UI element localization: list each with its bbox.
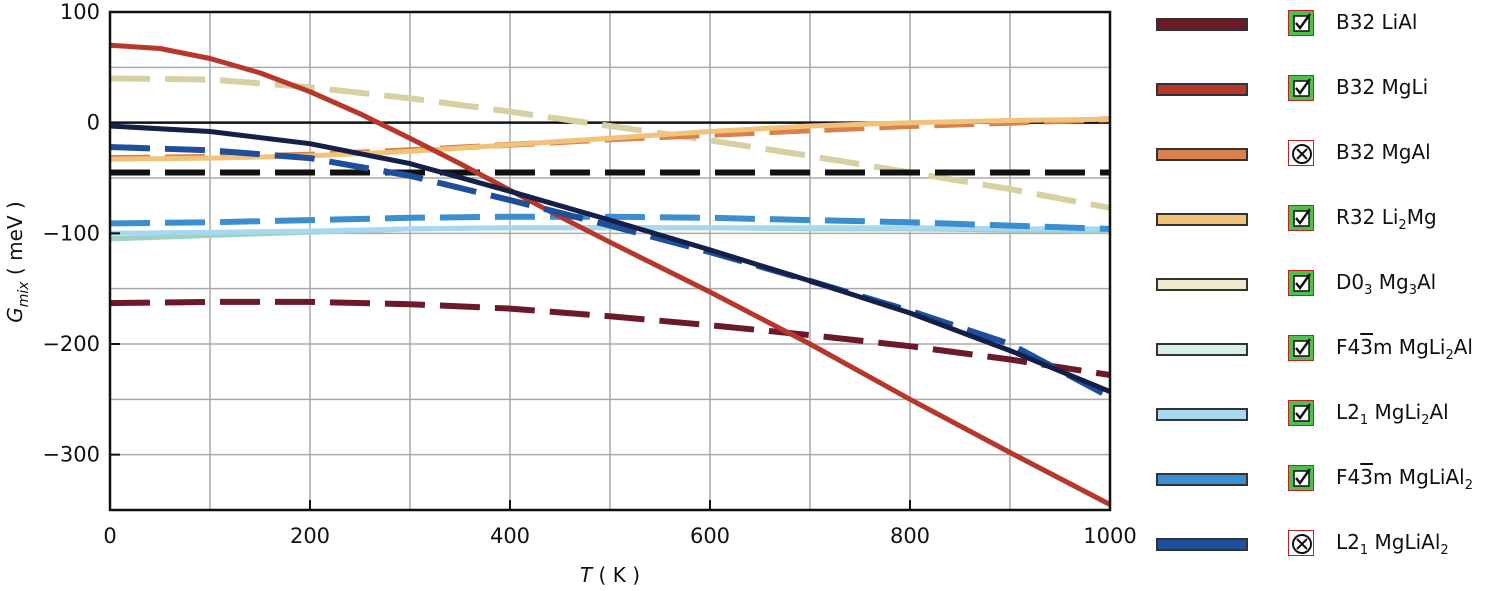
axis-ticks: 0 200 400 600 800 1000 −300 −200 −100 0 100: [42, 0, 1136, 548]
legend-swatch: [1156, 408, 1248, 421]
cross-circle-icon: [1288, 530, 1314, 556]
legend-swatch: [1156, 213, 1248, 226]
check-icon: [1288, 270, 1314, 296]
legend-item-f43m-mglial2: F43m MgLiAl2: [1150, 461, 1506, 501]
y-tick-label: −200: [42, 332, 100, 356]
legend-item-d03-mg3al: D03 Mg3Al: [1150, 266, 1506, 306]
series-b32-mgli: [109, 42, 1112, 507]
legend-label: L21 MgLiAl2: [1336, 530, 1449, 558]
legend-swatch: [1156, 278, 1248, 291]
series-d03-mg3al: [109, 75, 1111, 211]
legend-swatch: [1156, 83, 1248, 96]
legend-item-l21-mglial2: L21 MgLiAl2: [1150, 526, 1506, 566]
series-lines: [109, 42, 1112, 507]
legend-label: B32 LiAl: [1336, 10, 1418, 34]
x-tick-label: 600: [690, 524, 730, 548]
legend-label: B32 MgAl: [1336, 140, 1431, 164]
chart: 0 200 400 600 800 1000 −300 −200 −100 0 100 T ( K …: [3, 0, 1137, 587]
legend-item-b32-mgal: B32 MgAl: [1150, 136, 1506, 176]
legend-label: F43m MgLi2Al: [1336, 335, 1473, 363]
check-icon: [1288, 75, 1314, 101]
legend-item-b32-mgli: B32 MgLi: [1150, 71, 1506, 111]
legend: B32 LiAl B32 MgLi B32 MgAl R32 Li2Mg D03 Mg3…: [1150, 6, 1506, 586]
check-icon: [1288, 465, 1314, 491]
check-icon: [1288, 400, 1314, 426]
legend-label: L21 MgLi2Al: [1336, 400, 1449, 428]
legend-swatch: [1156, 148, 1248, 161]
x-tick-label: 400: [490, 524, 530, 548]
legend-label: B32 MgLi: [1336, 75, 1429, 99]
check-icon: [1288, 335, 1314, 361]
legend-label: F43m MgLiAl2: [1336, 465, 1473, 493]
y-tick-label: 100: [60, 0, 100, 24]
check-icon: [1288, 205, 1314, 231]
check-icon: [1288, 10, 1314, 36]
legend-item-f43m-mgli2al: F43m MgLi2Al: [1150, 331, 1506, 371]
x-tick-label: 200: [290, 524, 330, 548]
plot-frame: [108, 10, 1112, 512]
legend-item-b32-lial: B32 LiAl: [1150, 6, 1506, 46]
series-b32-lial: [109, 298, 1111, 378]
legend-swatch: [1156, 473, 1248, 486]
series-f43m-mglial2: [109, 213, 1111, 232]
legend-item-r32-li2mg: R32 Li2Mg: [1150, 201, 1506, 241]
y-tick-label: −100: [42, 221, 100, 245]
legend-item-l21-mgli2al: L21 MgLi2Al: [1150, 396, 1506, 436]
x-tick-label: 800: [890, 524, 930, 548]
y-axis-title: Gmix ( meV ): [3, 201, 32, 322]
legend-label: D03 Mg3Al: [1336, 270, 1437, 298]
grid: [110, 12, 1110, 510]
legend-label: R32 Li2Mg: [1336, 205, 1437, 233]
x-tick-label: 0: [103, 524, 116, 548]
series-navy-solid: [109, 123, 1111, 394]
x-axis-title: T ( K ): [580, 563, 640, 587]
x-tick-label: 1000: [1083, 524, 1136, 548]
legend-swatch: [1156, 18, 1248, 31]
y-tick-label: −300: [42, 443, 100, 467]
legend-swatch: [1156, 538, 1248, 551]
series-l21-mglial2: [109, 144, 1112, 400]
cross-circle-icon: [1288, 140, 1314, 166]
legend-swatch: [1156, 343, 1248, 356]
y-tick-label: 0: [87, 111, 100, 135]
